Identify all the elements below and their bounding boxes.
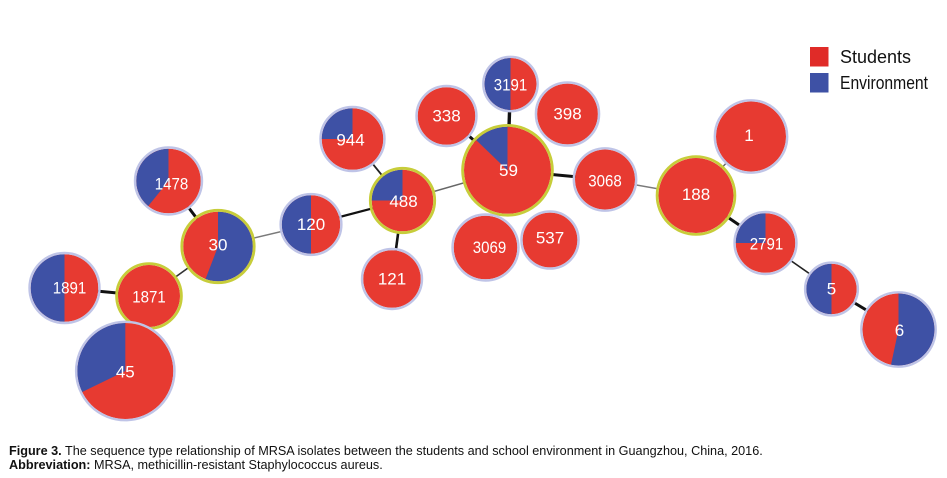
svg-text:3191: 3191 [494, 76, 528, 95]
svg-text:1: 1 [744, 126, 753, 145]
svg-text:3068: 3068 [588, 172, 622, 191]
svg-text:121: 121 [378, 270, 406, 289]
svg-text:1478: 1478 [155, 175, 189, 194]
svg-text:1871: 1871 [132, 288, 166, 307]
svg-text:488: 488 [389, 192, 417, 211]
svg-text:2791: 2791 [750, 235, 784, 254]
svg-text:398: 398 [553, 105, 581, 124]
svg-text:944: 944 [336, 131, 364, 150]
svg-text:537: 537 [536, 229, 564, 248]
svg-text:188: 188 [682, 185, 710, 204]
svg-text:Students: Students [840, 47, 911, 67]
svg-text:45: 45 [116, 363, 135, 382]
svg-text:30: 30 [209, 236, 228, 255]
svg-text:6: 6 [895, 321, 904, 340]
svg-text:Environment: Environment [840, 73, 928, 93]
svg-text:59: 59 [499, 161, 518, 180]
svg-text:1891: 1891 [53, 279, 87, 298]
svg-text:3069: 3069 [473, 238, 507, 257]
svg-text:5: 5 [827, 280, 836, 299]
svg-text:338: 338 [432, 107, 460, 126]
svg-text:120: 120 [297, 215, 325, 234]
